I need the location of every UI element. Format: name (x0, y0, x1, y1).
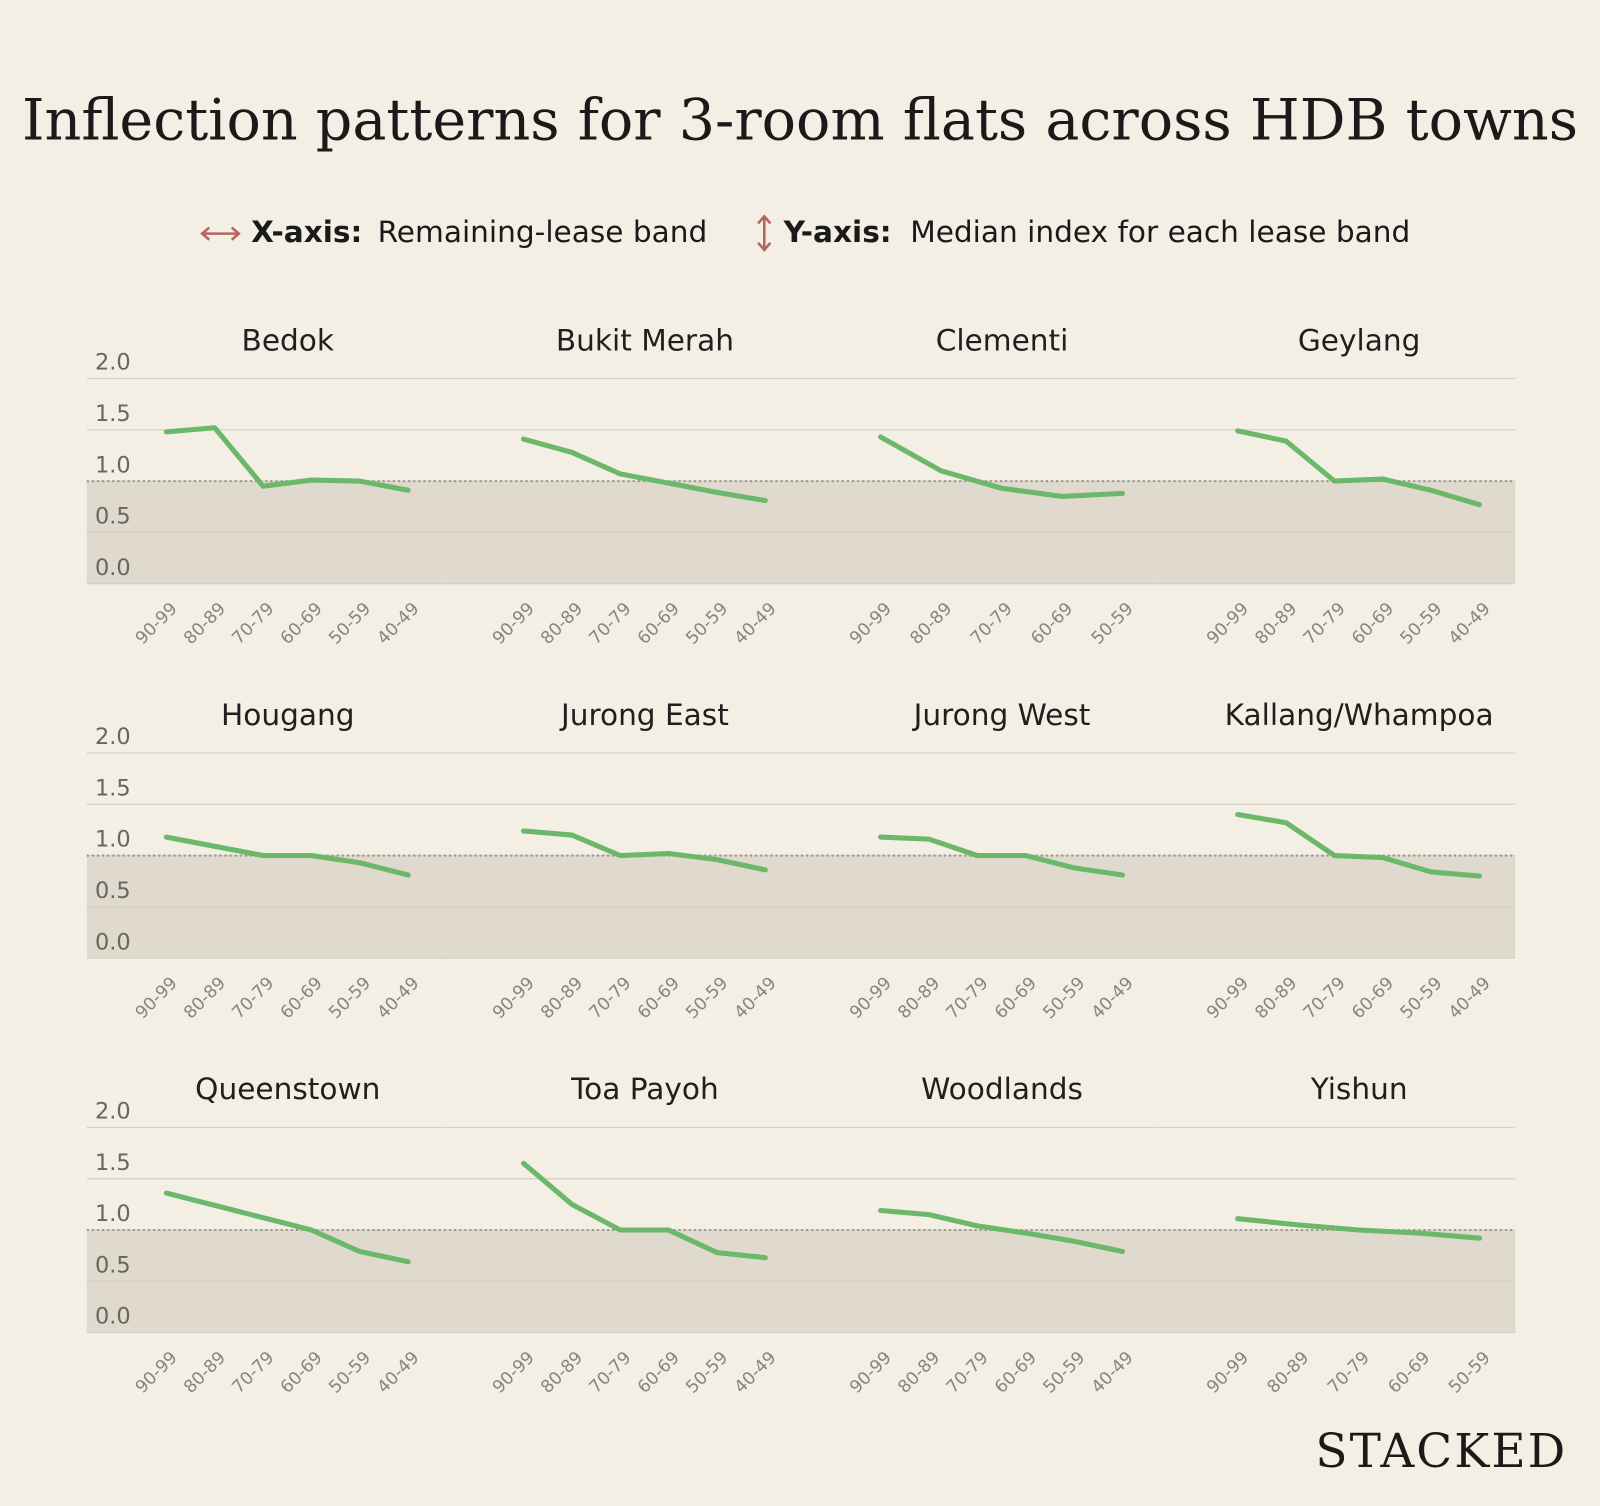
y-tick-label: 2.0 (95, 724, 131, 750)
x-axis-legend-label: X-axis: (251, 215, 362, 249)
y-tick-label: 1.0 (95, 452, 131, 478)
data-line (163, 425, 411, 493)
y-tick-label: 1.5 (95, 1150, 131, 1176)
panel-title: Kallang/Whampoa (1225, 698, 1494, 732)
y-tick-label: 0.5 (95, 878, 131, 904)
y-tick-label: 0.0 (95, 929, 131, 955)
brand-logo: STACKED (1315, 1424, 1567, 1479)
y-tick-label: 0.0 (95, 555, 131, 581)
panel-title: Bukit Merah (556, 323, 734, 357)
panel-title: Geylang (1298, 323, 1421, 357)
y-axis-legend-label: Y-axis: (783, 215, 892, 249)
data-line (520, 828, 768, 873)
y-tick-label: 0.5 (95, 1252, 131, 1278)
y-tick-label: 2.0 (95, 1099, 131, 1125)
y-tick-label: 0.0 (95, 1304, 131, 1330)
data-line (520, 1160, 768, 1261)
data-line (1235, 811, 1483, 879)
data-line (878, 834, 1125, 878)
data-line (163, 1190, 411, 1265)
page-title: Inflection patterns for 3-room flats acr… (22, 87, 1578, 153)
panel-title: Toa Payoh (570, 1072, 719, 1106)
x-axis-arrow (200, 226, 241, 241)
panel-title: Woodlands (921, 1072, 1083, 1106)
panel-title: Clementi (936, 323, 1069, 357)
y-tick-label: 1.0 (95, 827, 131, 853)
data-line (878, 434, 1125, 500)
panel-title: Yishun (1310, 1072, 1408, 1106)
y-tick-label: 1.5 (95, 775, 131, 801)
axis-legend: X-axis: Remaining-lease band Y-axis: Med… (200, 214, 1410, 252)
panel-title: Bedok (242, 323, 335, 357)
data-line (520, 436, 768, 504)
data-line (878, 1207, 1125, 1255)
data-line (163, 834, 411, 878)
y-tick-label: 2.0 (95, 350, 131, 376)
y-axis-arrow (757, 214, 772, 252)
y-axis-legend-text: Median index for each lease band (910, 215, 1410, 249)
panel-title: Jurong East (559, 698, 729, 732)
panel-title: Hougang (221, 698, 355, 732)
data-line (1235, 428, 1483, 508)
y-tick-label: 1.5 (95, 401, 131, 427)
data-line (1235, 1216, 1483, 1241)
y-tick-label: 0.5 (95, 504, 131, 530)
panel-title: Jurong West (912, 698, 1091, 732)
x-axis-legend-text: Remaining-lease band (378, 215, 708, 249)
panel-title: Queenstown (195, 1072, 380, 1106)
y-tick-label: 1.0 (95, 1201, 131, 1227)
